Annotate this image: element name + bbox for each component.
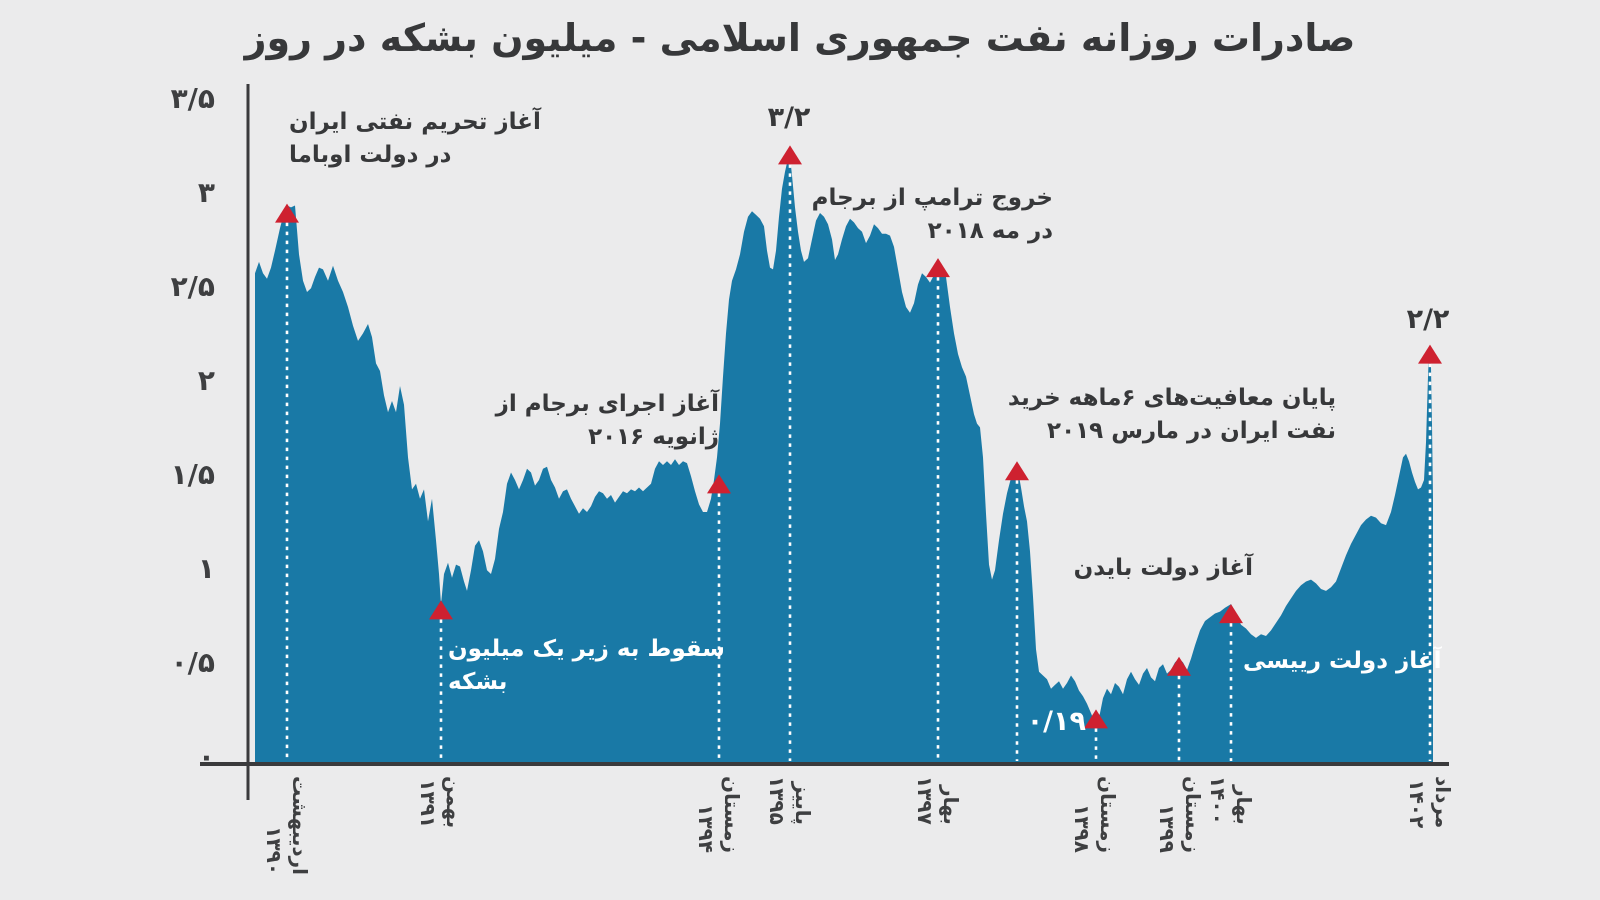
annotation-line: نفت ایران در مارس ۲۰۱۹	[1047, 418, 1336, 444]
marker-triangle-oil-sanctions-obama	[275, 203, 299, 223]
y-axis-label: ۱/۵	[170, 458, 215, 491]
annotation-text-trump-jcpoa-exit: خروج ترامپ از برجام در مه ۲۰۱۸	[812, 182, 1053, 248]
x-axis-label-month: بهار	[1232, 785, 1256, 825]
marker-triangle-drop-below-one-million	[429, 600, 453, 620]
y-axis-label: ۰/۵	[170, 646, 215, 679]
chart-title: صادرات روزانه نفت جمهوری اسلامی - میلیون…	[244, 16, 1356, 60]
x-axis-label: زمستان ۱۳۹۴	[693, 776, 745, 853]
marker-triangle-raisi-admin-start	[1219, 604, 1243, 624]
annotation-text-biden-admin-start: آغاز دولت بایدن	[1074, 552, 1253, 585]
marker-triangle-latest-value	[1418, 344, 1442, 364]
x-axis-label-month: مرداد	[1431, 776, 1455, 829]
annotation-line: در مه ۲۰۱۸	[927, 218, 1053, 244]
x-axis-label-month: زمستان	[1096, 776, 1120, 853]
y-axis-label: ۲	[197, 364, 215, 397]
y-axis-label: ۱	[197, 552, 215, 585]
annotation-text-jcpoa-implementation: آغاز اجرای برجام از ژانویه ۲۰۱۶	[496, 388, 719, 454]
annotation-text-drop-below-one-million: سقوط به زیر یک میلیون بشکه	[448, 633, 725, 699]
annotation-line: سقوط به زیر یک میلیون	[448, 636, 725, 662]
annotation-text-raisi-admin-start: آغاز دولت رییسی	[1243, 645, 1442, 678]
annotation-line: خروج ترامپ از برجام	[811, 185, 1053, 211]
x-axis-label-month: اردیبهشت	[288, 776, 312, 876]
annotation-line: آغاز تحریم نفتی ایران	[289, 109, 541, 135]
y-axis-label: ۰	[197, 740, 215, 773]
marker-triangle-minimum-value	[1084, 709, 1108, 729]
annotation-line: آغاز دولت رییسی	[1243, 648, 1442, 674]
annotation-text-end-of-waivers: پایان معافیت‌های ۶ماهه خرید نفت ایران در …	[1008, 382, 1336, 448]
x-axis-label-year: ۱۴۰۰	[1206, 776, 1230, 825]
annotation-line: پایان معافیت‌های ۶ماهه خرید	[1007, 385, 1336, 411]
x-axis-label: بهار ۱۳۹۷	[912, 776, 964, 825]
x-axis-label: زمستان ۱۳۹۹	[1154, 776, 1206, 853]
x-axis-label-year: ۱۳۹۹	[1155, 804, 1179, 853]
y-axis-label: ۳/۵	[170, 82, 215, 115]
x-axis-label-month: بهمن	[442, 776, 466, 829]
x-axis-label: بهار ۱۴۰۰	[1205, 776, 1257, 825]
x-axis-label-year: ۱۳۹۰	[262, 826, 286, 876]
x-axis-label-month: زمستان	[1181, 776, 1205, 853]
annotation-text-oil-sanctions-obama: آغاز تحریم نفتی ایران در دولت اوباما	[289, 106, 541, 172]
marker-triangle-biden-admin-start	[1167, 656, 1191, 676]
marker-triangle-trump-jcpoa-exit	[926, 258, 950, 278]
marker-triangle-end-of-waivers	[1005, 461, 1029, 481]
y-axis-label: ۳	[197, 176, 215, 209]
point-value-label-peak-value: ۳/۲	[767, 102, 811, 133]
x-axis-label: پاییز ۱۳۹۵	[764, 776, 816, 825]
annotation-line: در دولت اوباما	[289, 142, 452, 168]
x-axis-label-year: ۱۳۹۵	[765, 776, 789, 825]
x-axis-label: بهمن ۱۳۹۱	[415, 776, 467, 828]
marker-triangle-jcpoa-implementation	[707, 474, 731, 494]
annotation-line: بشکه	[448, 669, 508, 695]
x-axis-label: اردیبهشت ۱۳۹۰	[261, 776, 313, 875]
x-axis-label-year: ۱۳۹۴	[694, 804, 718, 853]
marker-triangle-peak-value	[778, 145, 802, 165]
y-axis-label: ۲/۵	[170, 270, 215, 303]
x-axis-label-year: ۱۴۰۲	[1405, 779, 1429, 829]
x-axis-label-year: ۱۳۹۷	[913, 776, 937, 825]
x-axis-label: مرداد ۱۴۰۲	[1404, 776, 1456, 828]
x-axis-label-month: زمستان	[720, 776, 744, 853]
x-axis-label-month: بهار	[939, 785, 963, 825]
x-axis-label: زمستان ۱۳۹۸	[1069, 776, 1121, 853]
x-axis-label-year: ۱۳۹۱	[416, 779, 440, 829]
point-value-label-latest-value: ۲/۲	[1406, 304, 1450, 335]
annotation-line: آغاز دولت بایدن	[1073, 555, 1253, 581]
annotation-line: آغاز اجرای برجام از	[495, 391, 719, 417]
x-axis-label-year: ۱۳۹۸	[1070, 804, 1094, 853]
oil-exports-area	[255, 156, 1433, 763]
x-axis-label-month: پاییز	[791, 781, 815, 825]
point-value-label-minimum-value: ۰/۱۹	[1026, 706, 1086, 737]
annotation-line: ژانویه ۲۰۱۶	[588, 424, 719, 450]
